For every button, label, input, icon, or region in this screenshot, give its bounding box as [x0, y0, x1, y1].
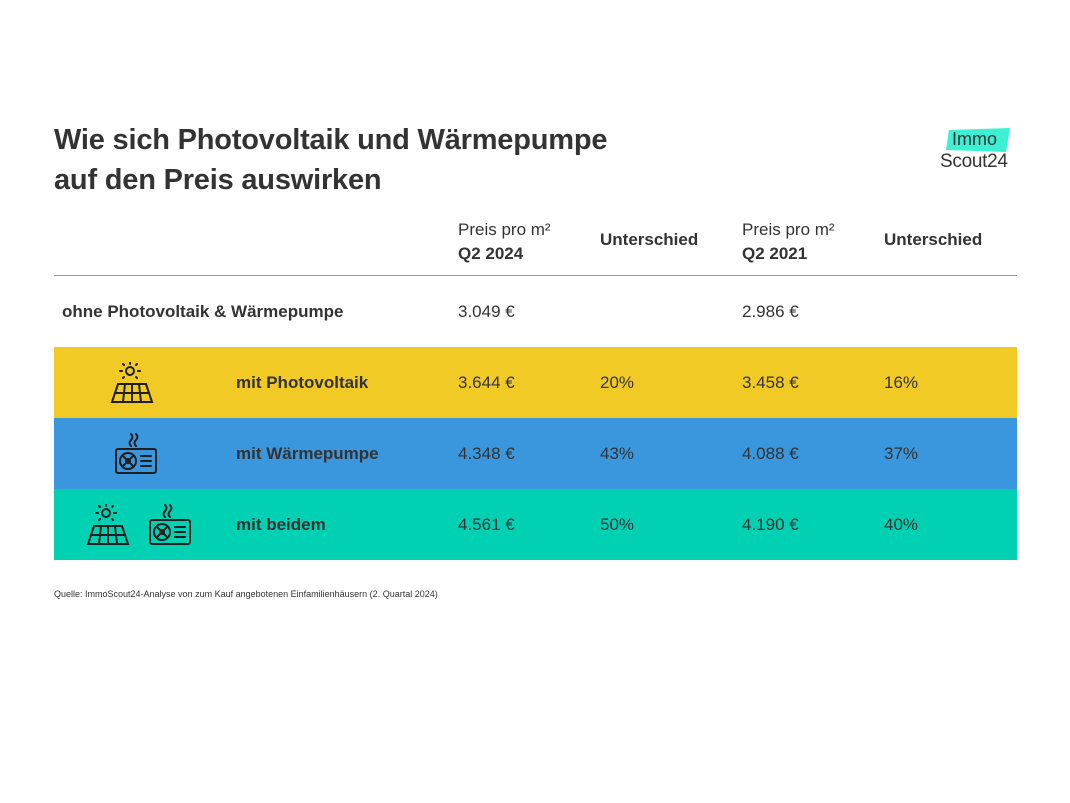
diff-2024-value: 43% [600, 443, 635, 463]
header-price-2024-period: Q2 2024 [458, 244, 524, 263]
heat-pump-icon [115, 432, 157, 474]
immoscout24-logo: Immo Scout24 [938, 122, 1024, 178]
price-2024-value: 4.348 € [458, 443, 515, 463]
header-price-2024: Preis pro m² Q2 2024 [458, 218, 551, 266]
diff-2021-value: 37% [884, 443, 919, 463]
table-row-baseline: ohne Photovoltaik & Wärmepumpe 3.049 € 2… [54, 276, 1017, 347]
row-label: mit Wärmepumpe [236, 443, 379, 463]
header-price-2021-period: Q2 2021 [742, 244, 808, 263]
price-2021-value: 3.458 € [742, 372, 799, 392]
title-line-2: auf den Preis auswirken [54, 164, 382, 196]
solar-panel-icon [110, 361, 154, 403]
chart-title: Wie sich Photovoltaik und Wärmepumpe auf… [54, 120, 694, 200]
diff-2024-value: 50% [600, 514, 635, 534]
header-diff-2021: Unterschied [884, 230, 983, 249]
logo-text-scout24: Scout24 [940, 151, 1008, 172]
header-price-2021: Preis pro m² Q2 2021 [742, 218, 835, 266]
logo-text-immo: Immo [952, 129, 997, 149]
heat-pump-icon [149, 503, 191, 545]
header-price-2021-label: Preis pro m² [742, 220, 835, 239]
table-header: Preis pro m² Q2 2024 Unterschied Preis p… [54, 205, 1017, 276]
header-price-2024-label: Preis pro m² [458, 220, 551, 239]
source-note: Quelle: ImmoScout24-Analyse von zum Kauf… [54, 589, 438, 599]
price-2024-value: 4.561 € [458, 514, 515, 534]
row-label: mit Photovoltaik [236, 372, 369, 392]
diff-2024-value: 20% [600, 372, 635, 392]
table-row-waermepumpe: mit Wärmepumpe 4.348 € 43% 4.088 € 37% [54, 418, 1017, 489]
price-table: Preis pro m² Q2 2024 Unterschied Preis p… [54, 205, 1017, 560]
title-line-1: Wie sich Photovoltaik und Wärmepumpe [54, 124, 608, 156]
diff-2021-value: 40% [884, 514, 919, 534]
row-label: mit beidem [236, 514, 326, 534]
table-row-photovoltaik: mit Photovoltaik 3.644 € 20% 3.458 € 16% [54, 347, 1017, 418]
solar-panel-icon [86, 503, 130, 545]
diff-2021-value: 16% [884, 372, 919, 392]
price-2024-value: 3.049 € [458, 301, 515, 321]
row-label: ohne Photovoltaik & Wärmepumpe [62, 301, 344, 321]
table-row-beidem: mit beidem 4.561 € 50% 4.190 € 40% [54, 489, 1017, 560]
price-2021-value: 4.190 € [742, 514, 799, 534]
price-2021-value: 2.986 € [742, 301, 799, 321]
price-2024-value: 3.644 € [458, 372, 515, 392]
header-diff-2024: Unterschied [600, 230, 699, 249]
logo-accent-shape [946, 128, 1010, 152]
price-2021-value: 4.088 € [742, 443, 799, 463]
